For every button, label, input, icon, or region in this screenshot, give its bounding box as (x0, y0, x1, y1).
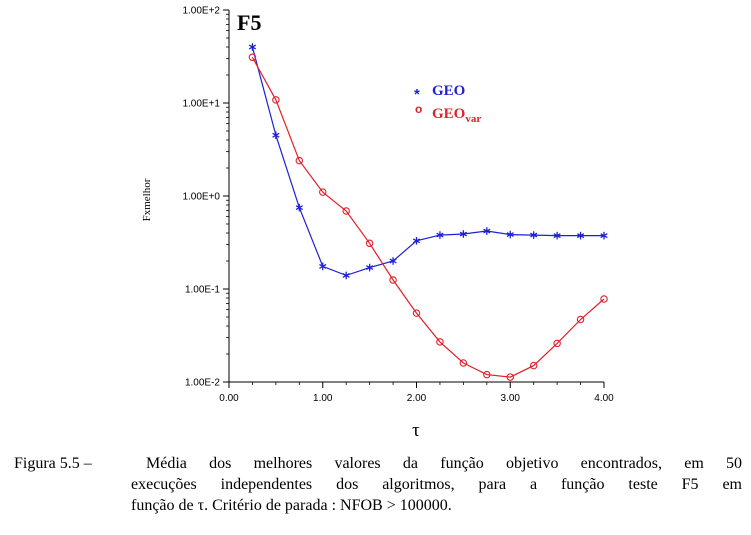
y-tick-label: 1.00E-2 (185, 378, 220, 389)
data-point-geovar (295, 156, 304, 165)
x-tick-label: 0.00 (219, 393, 239, 404)
data-point-geovar (248, 53, 257, 62)
data-point-geo (389, 257, 397, 265)
series-layer (248, 43, 608, 381)
data-point-geovar (483, 370, 491, 379)
data-point-geovar (600, 295, 608, 303)
asterisk-stroke (272, 132, 280, 138)
series-line-geo (251, 46, 604, 277)
asterisk-stroke (436, 232, 444, 238)
data-point-geo (530, 231, 538, 239)
data-point-geo (506, 230, 514, 239)
asterisk-stroke (412, 238, 421, 244)
y-tick-label: 1.00E+2 (182, 6, 220, 17)
y-tick-label: 1.00E-1 (185, 285, 220, 296)
data-point-geovar (272, 96, 280, 104)
caption-line-3: função de τ. Critério de parada : NFOB >… (131, 497, 452, 514)
data-point-geovar (389, 276, 397, 284)
data-point-geo (272, 131, 280, 140)
axes: 1.00E+2 1.00E+1 1.00E+0 1.00E-1 1.00E-2 0.00 1… (182, 6, 614, 405)
legend-marker-geovar: o (415, 102, 422, 116)
legend-marker-geo: * (414, 86, 420, 103)
asterisk-stroke (600, 233, 608, 239)
asterisk-stroke (459, 231, 467, 237)
x-tick-label: 1.00 (313, 393, 333, 404)
asterisk-stroke (506, 232, 514, 238)
asterisk-stroke (319, 263, 327, 269)
data-point-geovar (459, 359, 468, 367)
x-tick-label: 3.00 (501, 393, 521, 404)
data-point-geo (553, 231, 561, 240)
legend-label-geovar-sub: var (465, 113, 481, 125)
data-point-geo (342, 271, 350, 280)
data-point-geo (248, 43, 257, 51)
asterisk-stroke (248, 44, 257, 50)
y-tick-label: 1.00E+0 (182, 192, 220, 203)
data-point-geovar (436, 338, 444, 346)
data-point-geovar (412, 309, 421, 317)
data-point-geo (436, 231, 444, 239)
data-point-geovar (576, 315, 585, 324)
asterisk-stroke (576, 233, 585, 239)
data-point-geo (600, 231, 608, 240)
x-tick-label: 4.00 (594, 393, 614, 404)
data-point-geo (412, 236, 421, 245)
data-point-geovar (342, 207, 350, 215)
legend-label-geovar-main: GEO (432, 106, 465, 122)
asterisk-stroke (530, 232, 538, 238)
data-point-geovar (553, 339, 561, 348)
chart: 1.00E+2 1.00E+1 1.00E+0 1.00E-1 1.00E-2 0.00 1… (141, 6, 614, 441)
series-line-geovar (251, 57, 605, 378)
caption-prefix: Figura 5.5 – (14, 455, 92, 472)
data-point-geovar (365, 239, 374, 248)
x-tick-label: 2.00 (407, 393, 427, 404)
data-point-geovar (318, 188, 327, 196)
data-point-geovar (529, 361, 538, 370)
data-point-geovar (506, 373, 514, 381)
data-point-geo (483, 227, 491, 235)
asterisk-stroke (553, 233, 561, 239)
data-point-geo (366, 263, 374, 272)
data-point-geo (295, 203, 303, 212)
data-point-geo (459, 230, 467, 238)
caption-line-1-text: Média dos melhores valores da função obj… (146, 455, 742, 472)
legend-item-geovar: o GEOvar (415, 102, 481, 125)
data-point-geo (576, 231, 585, 240)
asterisk-stroke (342, 272, 350, 278)
y-tick-label: 1.00E+1 (182, 99, 220, 110)
legend-label-geo: GEO (432, 83, 465, 99)
x-axis-label: τ (412, 420, 420, 440)
data-point-geo (319, 262, 327, 271)
legend: * GEO o GEOvar (414, 83, 481, 125)
caption-line-2: execuções independentes dos algoritmos, … (131, 476, 742, 493)
chart-title: F5 (237, 10, 261, 35)
legend-label-geovar: GEOvar (432, 106, 481, 125)
legend-item-geo: * GEO (414, 83, 465, 103)
asterisk-stroke (366, 265, 374, 271)
y-axis-label: Fxmelhor (141, 178, 153, 221)
figure-caption: Figura 5.5 – Média dos melhores valores … (14, 453, 742, 516)
asterisk-stroke (483, 228, 491, 234)
asterisk-stroke (295, 205, 303, 211)
asterisk-stroke (389, 258, 397, 264)
caption-line-1: Figura 5.5 – Média dos melhores valores … (14, 453, 742, 474)
